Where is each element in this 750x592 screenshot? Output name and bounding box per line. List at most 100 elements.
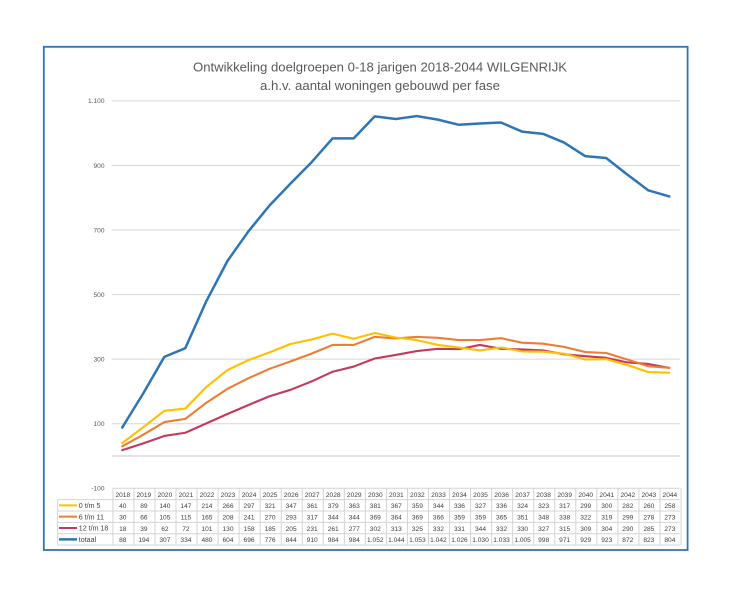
svg-text:344: 344 xyxy=(433,503,444,510)
svg-text:500: 500 xyxy=(93,292,104,299)
svg-text:115: 115 xyxy=(181,514,192,521)
svg-text:130: 130 xyxy=(223,526,234,533)
svg-text:315: 315 xyxy=(559,526,570,533)
svg-text:307: 307 xyxy=(159,537,170,544)
svg-text:214: 214 xyxy=(201,503,212,510)
svg-text:231: 231 xyxy=(307,526,318,533)
svg-text:6 t/m 11: 6 t/m 11 xyxy=(79,513,104,521)
svg-text:929: 929 xyxy=(580,537,591,544)
svg-text:1.100: 1.100 xyxy=(88,98,105,105)
svg-text:998: 998 xyxy=(538,537,549,544)
svg-text:66: 66 xyxy=(140,514,148,521)
svg-text:923: 923 xyxy=(601,537,612,544)
svg-text:185: 185 xyxy=(265,526,276,533)
svg-text:101: 101 xyxy=(201,526,212,533)
svg-text:2030: 2030 xyxy=(368,492,383,499)
svg-text:1.044: 1.044 xyxy=(388,537,405,544)
svg-text:2037: 2037 xyxy=(515,492,530,499)
svg-text:900: 900 xyxy=(93,163,104,170)
svg-text:984: 984 xyxy=(349,537,360,544)
svg-text:277: 277 xyxy=(349,526,360,533)
svg-text:1.053: 1.053 xyxy=(409,537,426,544)
svg-text:2023: 2023 xyxy=(221,492,236,499)
svg-text:266: 266 xyxy=(223,503,234,510)
svg-text:480: 480 xyxy=(201,537,212,544)
svg-text:348: 348 xyxy=(538,514,549,521)
svg-text:totaal: totaal xyxy=(79,536,97,544)
svg-text:2029: 2029 xyxy=(347,492,362,499)
svg-text:304: 304 xyxy=(601,526,612,533)
svg-text:278: 278 xyxy=(643,514,654,521)
svg-text:18: 18 xyxy=(119,526,127,533)
svg-text:285: 285 xyxy=(643,526,654,533)
svg-text:-100: -100 xyxy=(91,486,105,493)
svg-text:2038: 2038 xyxy=(536,492,551,499)
svg-text:293: 293 xyxy=(286,514,297,521)
svg-text:2032: 2032 xyxy=(410,492,425,499)
svg-text:89: 89 xyxy=(140,503,148,510)
svg-text:351: 351 xyxy=(517,514,528,521)
svg-text:361: 361 xyxy=(307,503,318,510)
svg-text:2022: 2022 xyxy=(200,492,215,499)
svg-text:804: 804 xyxy=(664,537,675,544)
svg-text:1.033: 1.033 xyxy=(493,537,510,544)
svg-text:2033: 2033 xyxy=(431,492,446,499)
svg-text:379: 379 xyxy=(328,503,339,510)
svg-text:327: 327 xyxy=(475,503,486,510)
svg-text:302: 302 xyxy=(370,526,381,533)
svg-text:2041: 2041 xyxy=(599,492,614,499)
svg-text:2034: 2034 xyxy=(452,492,467,499)
svg-text:317: 317 xyxy=(307,514,318,521)
svg-text:2026: 2026 xyxy=(284,492,299,499)
svg-text:776: 776 xyxy=(265,537,276,544)
svg-text:323: 323 xyxy=(538,503,549,510)
svg-text:696: 696 xyxy=(244,537,255,544)
svg-text:327: 327 xyxy=(538,526,549,533)
svg-text:604: 604 xyxy=(223,537,234,544)
svg-text:2019: 2019 xyxy=(137,492,152,499)
svg-text:1.030: 1.030 xyxy=(472,537,489,544)
svg-text:12 t/m 18: 12 t/m 18 xyxy=(79,525,109,533)
svg-text:282: 282 xyxy=(622,503,633,510)
svg-text:39: 39 xyxy=(140,526,148,533)
svg-text:2020: 2020 xyxy=(158,492,173,499)
svg-text:258: 258 xyxy=(664,503,675,510)
svg-text:359: 359 xyxy=(412,503,423,510)
svg-text:369: 369 xyxy=(412,514,423,521)
svg-text:336: 336 xyxy=(496,503,507,510)
svg-text:317: 317 xyxy=(559,503,570,510)
svg-text:297: 297 xyxy=(244,503,255,510)
svg-text:344: 344 xyxy=(328,514,339,521)
svg-text:88: 88 xyxy=(119,537,127,544)
svg-text:273: 273 xyxy=(664,514,675,521)
svg-text:2018: 2018 xyxy=(115,492,130,499)
svg-text:2025: 2025 xyxy=(263,492,278,499)
svg-text:700: 700 xyxy=(93,227,104,234)
svg-text:344: 344 xyxy=(475,526,486,533)
svg-text:2043: 2043 xyxy=(642,492,657,499)
svg-text:369: 369 xyxy=(370,514,381,521)
svg-text:299: 299 xyxy=(580,503,591,510)
svg-text:290: 290 xyxy=(622,526,633,533)
svg-text:872: 872 xyxy=(622,537,633,544)
svg-text:366: 366 xyxy=(433,514,444,521)
svg-text:381: 381 xyxy=(370,503,381,510)
svg-text:40: 40 xyxy=(119,503,127,510)
svg-text:1.052: 1.052 xyxy=(367,537,384,544)
svg-text:2024: 2024 xyxy=(242,492,257,499)
svg-text:334: 334 xyxy=(180,537,191,544)
svg-text:313: 313 xyxy=(391,526,402,533)
svg-text:62: 62 xyxy=(161,526,169,533)
svg-text:194: 194 xyxy=(138,537,149,544)
svg-text:324: 324 xyxy=(517,503,528,510)
svg-text:105: 105 xyxy=(159,514,170,521)
svg-text:971: 971 xyxy=(559,537,570,544)
svg-text:331: 331 xyxy=(454,526,465,533)
svg-text:347: 347 xyxy=(286,503,297,510)
svg-text:332: 332 xyxy=(496,526,507,533)
svg-text:823: 823 xyxy=(643,537,654,544)
svg-text:338: 338 xyxy=(559,514,570,521)
svg-text:322: 322 xyxy=(580,514,591,521)
svg-text:300: 300 xyxy=(601,503,612,510)
svg-text:336: 336 xyxy=(454,503,465,510)
